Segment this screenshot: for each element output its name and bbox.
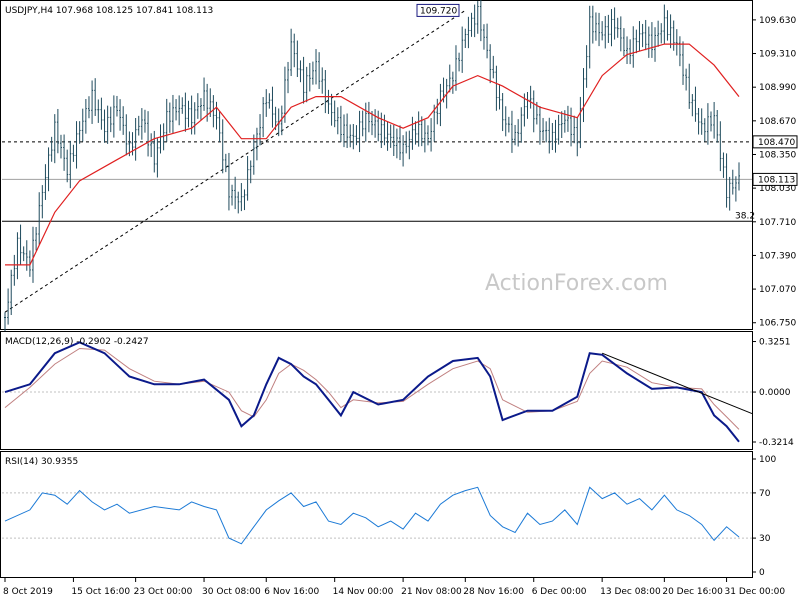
price-badge bbox=[752, 135, 798, 149]
price-tick-label: 107.070 bbox=[759, 285, 796, 295]
peak-label-box bbox=[416, 3, 460, 17]
rsi-tick-label: 0 bbox=[759, 568, 765, 578]
macd-trendline bbox=[601, 352, 753, 415]
x-tick-label: 6 Nov 16:00 bbox=[264, 587, 319, 597]
price-tick-label: 107.710 bbox=[759, 218, 796, 228]
macd-tick-label: -0.3214 bbox=[759, 438, 794, 448]
trendline bbox=[4, 9, 466, 313]
x-axis: 8 Oct 2019 15 Oct 16:00 23 Oct 00:00 30 Oct… bbox=[3, 578, 785, 597]
rsi-tick-label: 70 bbox=[759, 489, 771, 499]
macd-layer: 0.3251 0.0000 -0.3214 bbox=[2, 338, 794, 448]
peak-label: 109.720 bbox=[420, 6, 457, 16]
x-tick-label: 23 Oct 00:00 bbox=[134, 587, 193, 597]
price-badge bbox=[752, 172, 798, 186]
moving-average-line bbox=[5, 43, 740, 266]
price-tick-label: 109.630 bbox=[759, 16, 796, 26]
x-tick-label: 31 Dec 00:00 bbox=[725, 587, 786, 597]
price-badge-label: 108.113 bbox=[758, 175, 795, 185]
rsi-panel-frame bbox=[0, 451, 753, 578]
x-tick-label: 14 Nov 00:00 bbox=[333, 587, 394, 597]
fib-level-label: 38.2 bbox=[735, 211, 755, 221]
price-tick-label: 109.310 bbox=[759, 50, 796, 60]
macd-panel-frame bbox=[0, 331, 753, 450]
macd-tick-label: 0.3251 bbox=[759, 338, 791, 348]
rsi-tick-label: 100 bbox=[759, 455, 776, 465]
price-layer: 109.630 109.310 108.990 108.670 108.350 108.0… bbox=[2, 0, 798, 332]
price-tick-label: 108.030 bbox=[759, 184, 796, 194]
price-tick-label: 107.390 bbox=[759, 251, 796, 261]
x-tick-label: 28 Nov 16:00 bbox=[463, 587, 524, 597]
macd-signal-line bbox=[4, 347, 740, 430]
macd-line bbox=[4, 341, 740, 443]
x-tick-label: 8 Oct 2019 bbox=[3, 587, 53, 597]
price-tick-label: 108.670 bbox=[759, 117, 796, 127]
price-badge-label: 108.470 bbox=[758, 138, 795, 148]
rsi-layer: 100 70 30 0 bbox=[2, 455, 776, 578]
x-tick-label: 15 Oct 16:00 bbox=[71, 587, 130, 597]
x-tick-label: 30 Oct 08:00 bbox=[202, 587, 261, 597]
x-tick-label: 6 Dec 00:00 bbox=[532, 587, 587, 597]
watermark: ActionForex.com bbox=[485, 271, 668, 296]
macd-panel-title: MACD(12,26,9) -0.2902 -0.2427 bbox=[5, 337, 149, 347]
rsi-panel-title: RSI(14) 30.9355 bbox=[5, 457, 78, 467]
price-tick-label: 106.750 bbox=[759, 319, 796, 329]
x-tick-label: 21 Nov 08:00 bbox=[401, 587, 462, 597]
rsi-line bbox=[4, 486, 740, 545]
x-tick-label: 20 Dec 16:00 bbox=[662, 587, 723, 597]
x-tick-label: 13 Dec 08:00 bbox=[600, 587, 661, 597]
price-tick-label: 108.350 bbox=[759, 150, 796, 160]
macd-tick-label: 0.0000 bbox=[759, 388, 791, 398]
rsi-tick-label: 30 bbox=[759, 534, 771, 544]
price-panel-title: USDJPY,H4 107.968 108.125 107.841 108.11… bbox=[5, 6, 213, 16]
price-tick-label: 108.990 bbox=[759, 83, 796, 93]
